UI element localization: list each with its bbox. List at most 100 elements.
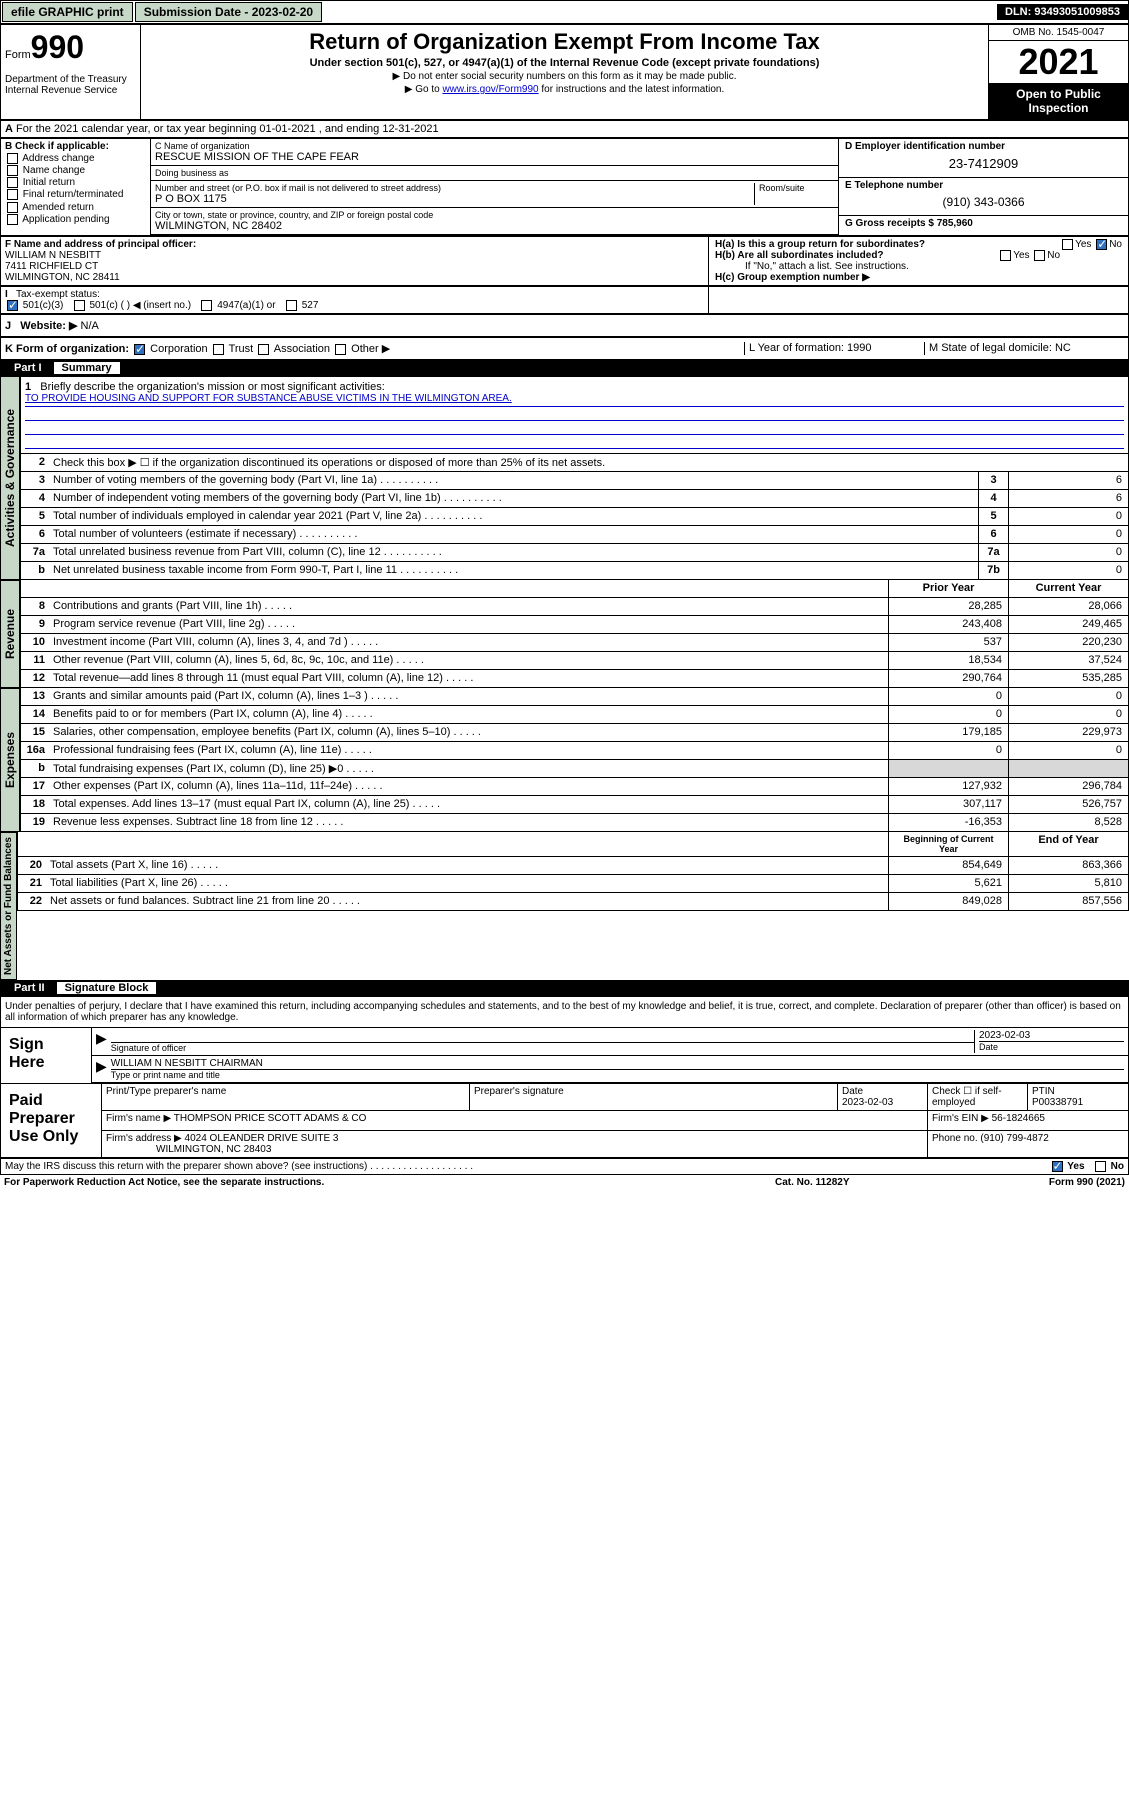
org-name-cell: C Name of organization RESCUE MISSION OF… bbox=[151, 139, 838, 166]
footer-row: For Paperwork Reduction Act Notice, see … bbox=[0, 1175, 1129, 1190]
current-year-hdr: Current Year bbox=[1008, 580, 1128, 597]
prep-addr-line: Firm's address ▶ 4024 OLEANDER DRIVE SUI… bbox=[102, 1131, 1128, 1157]
cat-no: Cat. No. 11282Y bbox=[775, 1177, 975, 1188]
chk-application-pending[interactable]: Application pending bbox=[5, 214, 146, 225]
officer-addr: 7411 RICHFIELD CT bbox=[5, 261, 98, 272]
chk-discuss-no[interactable] bbox=[1095, 1161, 1106, 1172]
year-formation: L Year of formation: 1990 bbox=[744, 342, 924, 355]
prep-ptin-val: P00338791 bbox=[1032, 1097, 1083, 1108]
opt-501c3: 501(c)(3) bbox=[23, 300, 64, 311]
chk-assoc[interactable] bbox=[258, 344, 269, 355]
form-number: 990 bbox=[31, 29, 84, 65]
expenses-section: Expenses 13Grants and similar amounts pa… bbox=[0, 688, 1129, 832]
dept-treasury: Department of the Treasury Internal Reve… bbox=[5, 74, 136, 96]
table-row: 22Net assets or fund balances. Subtract … bbox=[17, 893, 1129, 911]
sig-date-label: Date bbox=[979, 1041, 1124, 1052]
hb-yes[interactable]: Yes bbox=[1013, 250, 1029, 261]
firm-ein-l: Firm's EIN ▶ bbox=[932, 1113, 989, 1124]
table-row: 11Other revenue (Part VIII, column (A), … bbox=[20, 652, 1129, 670]
irs-link[interactable]: www.irs.gov/Form990 bbox=[442, 84, 538, 95]
table-row: 3Number of voting members of the governi… bbox=[20, 472, 1129, 490]
efile-button[interactable]: efile GRAPHIC print bbox=[2, 2, 133, 22]
chk-527[interactable] bbox=[286, 300, 297, 311]
form-header: Form990 Department of the Treasury Inter… bbox=[0, 24, 1129, 120]
prep-sig-hdr: Preparer's signature bbox=[470, 1084, 838, 1110]
form-subtitle: Under section 501(c), 527, or 4947(a)(1)… bbox=[145, 57, 984, 69]
prep-date-hdr: Date bbox=[842, 1086, 863, 1097]
sign-here-label: Sign Here bbox=[1, 1028, 91, 1083]
sig-intro: Under penalties of perjury, I declare th… bbox=[1, 997, 1128, 1027]
part2-title: Signature Block bbox=[57, 982, 157, 994]
dba-cell: Doing business as bbox=[151, 166, 838, 181]
table-row: 12Total revenue—add lines 8 through 11 (… bbox=[20, 670, 1129, 688]
table-row: 17Other expenses (Part IX, column (A), l… bbox=[20, 778, 1129, 796]
opt-4947: 4947(a)(1) or bbox=[217, 300, 275, 311]
vert-governance: Activities & Governance bbox=[0, 376, 20, 580]
chk-address-change[interactable]: Address change bbox=[5, 153, 146, 164]
hb-note: If "No," attach a list. See instructions… bbox=[715, 261, 1122, 272]
group-return-box: H(a) Is this a group return for subordin… bbox=[708, 237, 1128, 285]
chk-corp[interactable] bbox=[134, 344, 145, 355]
form-org-label: K Form of organization: bbox=[5, 343, 129, 355]
table-row: 5Total number of individuals employed in… bbox=[20, 508, 1129, 526]
chk-final-return[interactable]: Final return/terminated bbox=[5, 189, 146, 200]
table-row: bTotal fundraising expenses (Part IX, co… bbox=[20, 760, 1129, 778]
governance-section: Activities & Governance 1 Briefly descri… bbox=[0, 376, 1129, 580]
form-number-box: Form990 Department of the Treasury Inter… bbox=[1, 25, 141, 119]
ha-label: H(a) Is this a group return for subordin… bbox=[715, 239, 925, 250]
opt-trust: Trust bbox=[229, 343, 254, 355]
ha-yes[interactable]: Yes bbox=[1075, 239, 1091, 250]
city-label: City or town, state or province, country… bbox=[155, 210, 834, 220]
chk-name-change[interactable]: Name change bbox=[5, 165, 146, 176]
form-ref: Form 990 (2021) bbox=[975, 1177, 1125, 1188]
chk-discuss-yes[interactable] bbox=[1052, 1161, 1063, 1172]
sign-here-row: Sign Here ▶ Signature of officer 2023-02… bbox=[1, 1027, 1128, 1083]
chk-4947[interactable] bbox=[201, 300, 212, 311]
vert-expenses: Expenses bbox=[0, 688, 20, 832]
prep-header-line: Print/Type preparer's name Preparer's si… bbox=[102, 1084, 1128, 1111]
opt-527: 527 bbox=[302, 300, 319, 311]
note-ssn: ▶ Do not enter social security numbers o… bbox=[145, 71, 984, 82]
discuss-no: No bbox=[1111, 1161, 1124, 1172]
firm-city: WILMINGTON, NC 28403 bbox=[156, 1144, 271, 1155]
irs-discuss-q: May the IRS discuss this return with the… bbox=[5, 1161, 367, 1172]
firm-phone-l: Phone no. bbox=[932, 1133, 978, 1144]
part1-title: Summary bbox=[54, 362, 120, 374]
end-year-hdr: End of Year bbox=[1008, 832, 1128, 856]
ein-label: D Employer identification number bbox=[845, 141, 1122, 152]
row-f-h: F Name and address of principal officer:… bbox=[0, 236, 1129, 286]
chk-501c[interactable] bbox=[74, 300, 85, 311]
table-row: 14Benefits paid to or for members (Part … bbox=[20, 706, 1129, 724]
chk-501c3[interactable] bbox=[7, 300, 18, 311]
ha-no[interactable]: No bbox=[1109, 239, 1122, 250]
org-name: RESCUE MISSION OF THE CAPE FEAR bbox=[155, 151, 834, 163]
preparer-label: Paid Preparer Use Only bbox=[1, 1084, 101, 1157]
sig-officer-line: ▶ Signature of officer 2023-02-03Date bbox=[92, 1028, 1128, 1056]
revenue-section: Revenue Prior Year Current Year 8Contrib… bbox=[0, 580, 1129, 688]
top-bar: efile GRAPHIC print Submission Date - 20… bbox=[0, 0, 1129, 24]
row-a: A For the 2021 calendar year, or tax yea… bbox=[0, 120, 1129, 138]
vert-netassets: Net Assets or Fund Balances bbox=[0, 832, 17, 980]
officer-box: F Name and address of principal officer:… bbox=[1, 237, 708, 285]
hb-no[interactable]: No bbox=[1047, 250, 1060, 261]
arrow-icon2: ▶ bbox=[96, 1058, 107, 1080]
submission-date: Submission Date - 2023-02-20 bbox=[135, 2, 322, 22]
chk-amended[interactable]: Amended return bbox=[5, 202, 146, 213]
chk-other[interactable] bbox=[335, 344, 346, 355]
table-row: 18Total expenses. Add lines 13–17 (must … bbox=[20, 796, 1129, 814]
col-c: C Name of organization RESCUE MISSION OF… bbox=[151, 139, 838, 235]
row-i-j: I Tax-exempt status: 501(c)(3) 501(c) ( … bbox=[0, 286, 1129, 314]
chk-trust[interactable] bbox=[213, 344, 224, 355]
firm-phone: (910) 799-4872 bbox=[980, 1133, 1048, 1144]
table-row: 19Revenue less expenses. Subtract line 1… bbox=[20, 814, 1129, 832]
table-row: 8Contributions and grants (Part VIII, li… bbox=[20, 598, 1129, 616]
table-row: 9Program service revenue (Part VIII, lin… bbox=[20, 616, 1129, 634]
part2-num: Part II bbox=[6, 982, 53, 994]
omb-number: OMB No. 1545-0047 bbox=[989, 25, 1128, 41]
officer-name: WILLIAM N NESBITT bbox=[5, 250, 101, 261]
addr-label: Number and street (or P.O. box if mail i… bbox=[155, 183, 754, 193]
hc-label: H(c) Group exemption number ▶ bbox=[715, 272, 870, 283]
chk-initial-return[interactable]: Initial return bbox=[5, 177, 146, 188]
title-box: Return of Organization Exempt From Incom… bbox=[141, 25, 988, 119]
prep-date-val: 2023-02-03 bbox=[842, 1097, 893, 1108]
